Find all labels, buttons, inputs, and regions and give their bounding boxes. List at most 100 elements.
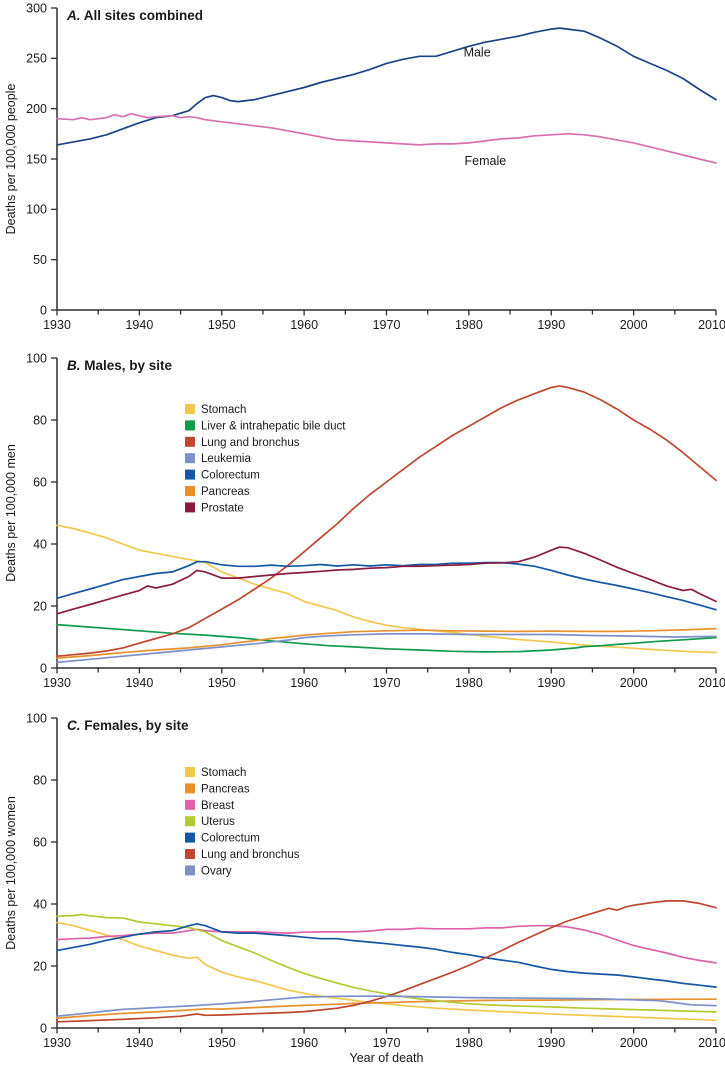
x-tick-label: 1980 <box>455 1036 483 1050</box>
y-tick-label: 100 <box>26 203 47 217</box>
legend-label-prostate: Prostate <box>201 502 244 514</box>
legend-swatch-ovary <box>185 865 195 876</box>
series-line-ovary <box>56 995 717 1018</box>
y-tick-label: 20 <box>33 599 47 613</box>
legend-swatch-breast <box>185 799 195 810</box>
x-tick-label: 2010 <box>698 676 725 690</box>
x-tick-label: 1960 <box>290 318 318 332</box>
series-line-pancreas <box>56 627 717 659</box>
annotation-female: Female <box>465 154 507 168</box>
x-tick-label: 1970 <box>373 318 401 332</box>
x-tick-label: 1980 <box>455 318 483 332</box>
y-tick-label: 20 <box>33 959 47 973</box>
x-axis-b: 1930 1940 1950 1960 1970 1980 1990 2000 2010 <box>43 668 725 690</box>
legend-swatch-uterus <box>185 816 195 827</box>
y-tick-label: 40 <box>33 897 47 911</box>
series-line-prostate <box>56 546 717 615</box>
x-tick-label: 1940 <box>125 676 153 690</box>
legend-label-ovary: Ovary <box>201 865 232 877</box>
x-tick-label: 1990 <box>537 318 565 332</box>
annotation-male: Male <box>464 45 491 59</box>
y-tick-label: 50 <box>33 253 47 267</box>
y-tick-label: 0 <box>40 661 47 675</box>
series-line-liver-intrahepatic-bile-duct <box>56 623 717 653</box>
x-tick-label: 1970 <box>373 1036 401 1050</box>
x-tick-label: 1940 <box>125 318 153 332</box>
series-line-female <box>56 112 717 164</box>
legend-label-breast: Breast <box>201 800 235 812</box>
y-tick-label: 300 <box>26 1 47 15</box>
panel-b: 0 20 40 60 80 100 1930 1940 1950 1960 1970 1980 1990… <box>4 351 725 690</box>
y-tick-label: 60 <box>33 475 47 489</box>
x-tick-label: 1950 <box>208 1036 236 1050</box>
legend-label-pancreas: Pancreas <box>201 486 250 498</box>
panel-c: 0 20 40 60 80 100 1930 1940 1950 1960 1970 1980 1990… <box>4 711 725 1050</box>
y-tick-label: 100 <box>26 711 47 725</box>
legend-label-uterus: Uterus <box>201 816 235 828</box>
legend-swatch-prostate <box>185 502 195 513</box>
legend-label-lung-and-bronchus: Lung and bronchus <box>201 437 300 449</box>
series-line-stomach <box>56 921 717 1022</box>
legend-swatch-stomach <box>185 404 195 414</box>
x-tick-label: 1930 <box>43 318 71 332</box>
panel-title-a: A. All sites combined <box>66 8 203 23</box>
y-tick-label: 0 <box>40 303 47 317</box>
x-tick-label: 1990 <box>537 676 565 690</box>
x-tick-label: 2010 <box>698 318 725 332</box>
legend-label-colorectum: Colorectum <box>201 470 260 482</box>
legend-swatch-lung-and-bronchus <box>185 849 195 859</box>
y-axis-c: 0 20 40 60 80 100 <box>26 711 57 1035</box>
legend-c: Stomach Pancreas Breast Uterus Colorectum Lun… <box>185 767 300 877</box>
y-tick-label: 60 <box>33 835 47 849</box>
series-line-lung-and-bronchus <box>56 900 717 1023</box>
x-tick-label: 1960 <box>290 1036 318 1050</box>
x-axis-title: Year of death <box>350 1051 424 1065</box>
series-line-colorectum <box>56 922 717 988</box>
y-tick-label: 80 <box>33 413 47 427</box>
legend-swatch-leukemia <box>185 453 195 464</box>
y-axis-b: 0 20 40 60 80 100 <box>26 351 57 675</box>
x-tick-label: 2000 <box>620 318 648 332</box>
x-tick-label: 1980 <box>455 676 483 690</box>
y-tick-label: 40 <box>33 537 47 551</box>
series-line-stomach <box>56 524 717 654</box>
x-tick-label: 1950 <box>208 318 236 332</box>
x-tick-label: 1960 <box>290 676 318 690</box>
legend-label-stomach: Stomach <box>201 767 246 779</box>
series-line-uterus <box>56 913 717 1013</box>
x-tick-label: 1950 <box>208 676 236 690</box>
x-tick-label: 1940 <box>125 1036 153 1050</box>
panel-title-c: C. Females, by site <box>67 718 189 733</box>
x-tick-label: 2000 <box>620 676 648 690</box>
legend-label-stomach: Stomach <box>201 404 246 416</box>
series-line-lung-and-bronchus <box>56 385 717 658</box>
x-tick-label: 1990 <box>537 1036 565 1050</box>
legend-swatch-colorectum <box>185 832 195 843</box>
y-tick-label: 0 <box>40 1021 47 1035</box>
legend-swatch-colorectum <box>185 469 195 480</box>
legend-swatch-liver-intrahepatic-bile-duct <box>185 420 195 431</box>
legend-label-pancreas: Pancreas <box>201 783 250 795</box>
x-axis-c: 1930 1940 1950 1960 1970 1980 1990 2000 2010 <box>43 1028 725 1050</box>
x-tick-label: 2010 <box>698 1036 725 1050</box>
y-axis-title-a: Deaths per 100,000 people <box>4 84 18 235</box>
legend-label-liver-intrahepatic-bile-duct: Liver & intrahepatic bile duct <box>201 420 346 432</box>
y-tick-label: 200 <box>26 102 47 116</box>
legend-label-colorectum: Colorectum <box>201 833 260 845</box>
x-tick-label: 1970 <box>373 676 401 690</box>
y-axis-title-c: Deaths per 100,000 women <box>4 796 18 950</box>
x-tick-label: 1930 <box>43 1036 71 1050</box>
y-axis-title-b: Deaths per 100,000 men <box>4 444 18 582</box>
x-axis-a: 1930 1940 1950 1960 1970 1980 1990 2000 2010 <box>43 310 725 332</box>
y-axis-a: 0 50 100 150 200 250 300 <box>26 1 57 317</box>
legend-label-lung-and-bronchus: Lung and bronchus <box>201 849 300 861</box>
legend-swatch-stomach <box>185 767 195 777</box>
panel-title-b: B. Males, by site <box>67 358 173 373</box>
series-line-male <box>56 27 717 146</box>
legend-swatch-pancreas <box>185 783 195 794</box>
x-tick-label: 1930 <box>43 676 71 690</box>
series-line-colorectum <box>56 560 717 611</box>
